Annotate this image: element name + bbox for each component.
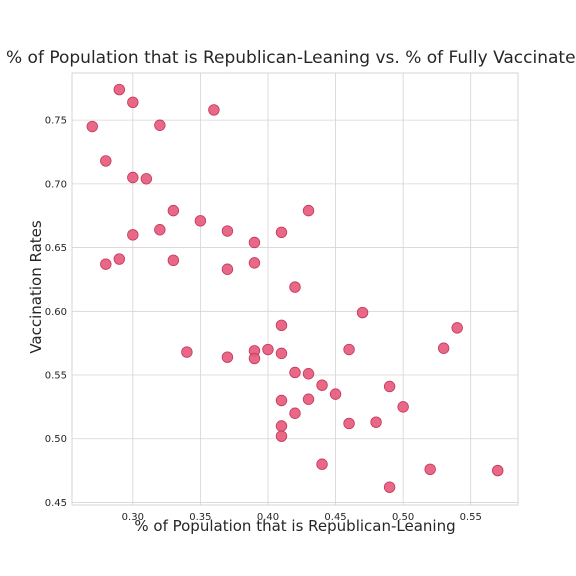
scatter-point <box>275 226 288 238</box>
scatter-point <box>154 119 166 131</box>
scatter-point <box>289 281 301 293</box>
scatter-point <box>437 342 450 354</box>
scatter-point <box>221 225 234 237</box>
scatter-point <box>181 346 193 358</box>
x-tick-labels: 0.30 0.35 0.40 0.45 0.50 0.55 <box>122 512 482 523</box>
chart-title: % of Population that is Republican-Leani… <box>6 48 576 68</box>
scatter-point <box>356 306 369 319</box>
scatter-point <box>275 347 288 360</box>
x-tick-label: 0.30 <box>122 512 144 523</box>
scatter-point <box>140 173 153 185</box>
scatter-point <box>208 104 220 116</box>
scatter-point <box>302 368 315 380</box>
scatter-point <box>127 229 139 241</box>
scatter-point <box>167 204 180 217</box>
scatter-point <box>316 379 328 391</box>
plot-frame <box>71 72 519 506</box>
scatter-point <box>86 120 98 133</box>
y-tick-labels: 0.45 0.50 0.55 0.60 0.65 0.70 0.75 <box>45 116 67 509</box>
scatter-point <box>343 417 355 430</box>
scatter-point <box>127 96 139 109</box>
x-tick-label: 0.35 <box>189 512 211 523</box>
scatter-point <box>302 204 315 217</box>
scatter-point <box>451 322 463 334</box>
scatter-point <box>289 407 301 419</box>
y-tick-label: 0.75 <box>45 116 67 127</box>
scatter-point <box>275 420 288 432</box>
scatter-point <box>316 458 328 470</box>
x-tick-label: 0.45 <box>324 512 346 523</box>
scatter-point <box>383 481 396 493</box>
scatter-point <box>100 155 112 167</box>
scatter-point <box>154 224 166 236</box>
scatter-point <box>370 416 382 428</box>
scatter-point <box>248 236 261 249</box>
scatter-point <box>167 254 180 267</box>
scatter-point <box>248 257 261 269</box>
scatter-point <box>221 263 234 275</box>
scatter-point <box>329 388 342 400</box>
x-tick-label: 0.40 <box>257 512 279 523</box>
data-points <box>86 83 504 493</box>
scatter-point <box>343 343 355 356</box>
y-tick-label: 0.50 <box>45 434 67 445</box>
scatter-point <box>383 380 396 393</box>
scatter-point <box>289 366 301 379</box>
scatter-point <box>302 393 315 405</box>
scatter-point <box>113 83 126 96</box>
scatter-point <box>262 343 274 356</box>
scatter-point <box>397 401 409 413</box>
scatter-point <box>492 464 504 477</box>
scatter-point <box>194 215 207 227</box>
scatter-point <box>113 253 126 265</box>
y-tick-label: 0.70 <box>45 179 67 190</box>
x-tick-label: 0.50 <box>392 512 414 523</box>
y-tick-label: 0.45 <box>45 498 67 509</box>
scatter-point <box>248 352 261 365</box>
y-tick-label: 0.65 <box>45 243 67 254</box>
scatter-point <box>127 171 139 184</box>
scatter-point <box>275 430 288 442</box>
y-tick-label: 0.60 <box>45 307 67 318</box>
scatter-point <box>275 394 288 407</box>
scatter-point <box>424 463 436 476</box>
scatter-point <box>275 319 288 332</box>
x-axis-title: % of Population that is Republican-Leani… <box>134 517 455 535</box>
y-tick-label: 0.55 <box>45 371 67 382</box>
scatter-point <box>221 351 234 363</box>
scatter-point <box>100 258 112 270</box>
x-tick-label: 0.55 <box>460 512 482 523</box>
y-axis-title: Vaccination Rates <box>27 220 45 354</box>
